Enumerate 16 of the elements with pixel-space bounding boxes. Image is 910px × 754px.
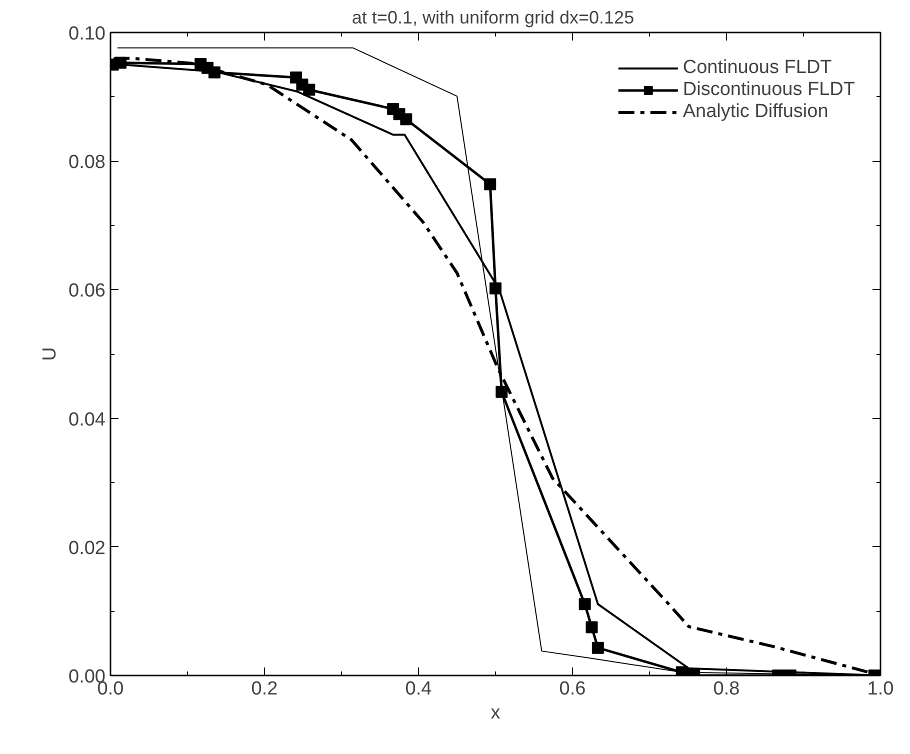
- y-tick-label: 0.02: [68, 538, 106, 559]
- y-axis-title: U: [40, 347, 61, 361]
- x-tick-label: 0.2: [251, 678, 278, 700]
- x-tick-label: 1.0: [867, 678, 894, 700]
- y-tick-label: 0.06: [68, 280, 106, 302]
- x-tick-label: 0.4: [405, 678, 432, 700]
- x-tick-label: 0.8: [713, 678, 740, 700]
- y-tick-label: 0.04: [68, 409, 106, 430]
- legend-label: Discontinuous FLDT: [682, 79, 855, 101]
- y-tick-label: 0.08: [68, 152, 106, 174]
- legend-label: Analytic Diffusion: [682, 101, 828, 123]
- legend-label: Continuous FLDT: [682, 57, 832, 79]
- x-tick-label: 0.6: [559, 678, 586, 700]
- chart-title: at t=0.1, with uniform grid dx=0.125: [352, 8, 634, 28]
- x-axis-title: x: [490, 702, 501, 724]
- y-tick-label: 0.10: [68, 24, 106, 44]
